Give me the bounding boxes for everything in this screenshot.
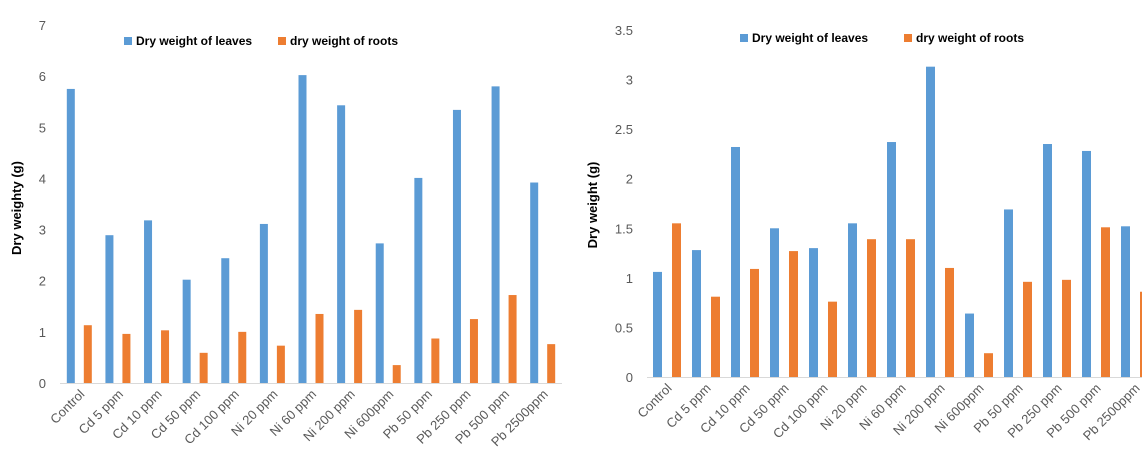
bar-roots <box>1062 279 1071 377</box>
bar-leaves <box>452 109 461 383</box>
y-tick-label: 6 <box>39 69 46 84</box>
y-tick-label: 3 <box>39 223 46 238</box>
y-tick-label: 3 <box>626 73 633 88</box>
bar-leaves <box>491 86 500 383</box>
right-bar-chart: Dry weight (g) Dry weight of leaves dry … <box>585 23 1142 443</box>
bar-leaves <box>337 105 346 384</box>
legend: Dry weight of leaves dry weight of roots <box>124 34 398 48</box>
bar-roots <box>431 338 440 383</box>
bar-leaves <box>105 235 114 383</box>
bar-leaves <box>414 177 423 383</box>
y-tick-label: 2 <box>626 172 633 187</box>
y-tick-label: 1 <box>39 325 46 340</box>
bar-roots <box>711 296 720 377</box>
legend-swatch-roots <box>904 34 912 42</box>
bar-leaves <box>530 182 539 383</box>
bar-roots <box>469 319 478 383</box>
bar-roots <box>199 352 208 383</box>
bar-roots <box>1023 281 1032 377</box>
legend-label-leaves: Dry weight of leaves <box>136 34 252 48</box>
bar-leaves <box>809 248 818 377</box>
bar-leaves <box>770 228 779 377</box>
bar-leaves <box>144 220 153 383</box>
legend-swatch-leaves <box>124 37 132 45</box>
legend-label-roots: dry weight of roots <box>290 34 398 48</box>
bar-leaves <box>221 258 230 383</box>
bar-roots <box>906 239 915 377</box>
y-tick-label: 2 <box>39 274 46 289</box>
bar-roots <box>945 267 954 377</box>
bars <box>653 66 1142 377</box>
y-tick-label: 0 <box>626 370 633 385</box>
y-tick-label: 1.5 <box>615 221 633 236</box>
bar-leaves <box>1004 209 1013 377</box>
y-tick-label: 1 <box>626 271 633 286</box>
y-tick-label: 0 <box>39 376 46 391</box>
legend: Dry weight of leaves dry weight of roots <box>740 31 1024 45</box>
bar-roots <box>1140 291 1142 377</box>
bar-leaves <box>965 313 974 377</box>
bar-roots <box>508 295 517 383</box>
bar-roots <box>354 309 363 383</box>
y-tick-label: 7 <box>39 18 46 33</box>
y-ticks: 0 0.5 1 1.5 2 2.5 3 3.5 <box>615 23 633 385</box>
y-tick-label: 4 <box>39 171 46 186</box>
bar-leaves <box>731 146 740 377</box>
y-axis-title: Dry weight (g) <box>585 162 600 249</box>
y-ticks: 0 1 2 3 4 5 6 7 <box>39 18 46 391</box>
y-tick-label: 0.5 <box>615 320 633 335</box>
legend-swatch-leaves <box>740 34 748 42</box>
bar-roots <box>750 268 759 377</box>
bar-leaves <box>66 88 75 383</box>
left-bar-chart: Dry weighty (g) Dry weight of leaves dry… <box>9 18 562 449</box>
bar-leaves <box>375 243 384 383</box>
bar-leaves <box>1082 150 1091 377</box>
legend-swatch-roots <box>278 37 286 45</box>
bar-leaves <box>848 223 857 377</box>
bar-leaves <box>926 66 935 377</box>
bar-roots <box>828 301 837 377</box>
bars <box>66 75 556 384</box>
bar-leaves <box>1121 226 1130 377</box>
bar-leaves <box>182 279 191 383</box>
y-axis-title: Dry weighty (g) <box>9 161 24 255</box>
bar-roots <box>867 239 876 377</box>
y-tick-label: 3.5 <box>615 23 633 38</box>
bar-roots <box>276 345 285 383</box>
bar-roots <box>161 330 170 383</box>
bar-roots <box>392 365 401 383</box>
bar-roots <box>1101 227 1110 377</box>
bar-leaves <box>887 142 896 377</box>
bar-roots <box>672 223 681 377</box>
bar-roots <box>83 325 92 383</box>
bar-leaves <box>653 271 662 377</box>
legend-label-roots: dry weight of roots <box>916 31 1024 45</box>
y-tick-label: 5 <box>39 120 46 135</box>
y-tick-label: 2.5 <box>615 122 633 137</box>
legend-label-leaves: Dry weight of leaves <box>752 31 868 45</box>
bar-leaves <box>692 250 701 377</box>
bar-roots <box>122 333 131 383</box>
bar-roots <box>238 331 247 383</box>
bar-roots <box>984 353 993 377</box>
bar-leaves <box>298 75 307 384</box>
bar-roots <box>315 313 324 383</box>
bar-roots <box>789 251 798 377</box>
bar-roots <box>547 344 556 383</box>
bar-leaves <box>259 223 268 383</box>
bar-leaves <box>1043 144 1052 377</box>
